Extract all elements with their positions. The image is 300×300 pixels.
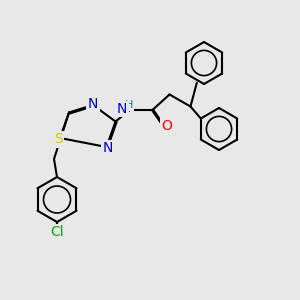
Text: N: N [103, 142, 113, 155]
Text: O: O [162, 119, 172, 133]
Text: S: S [54, 133, 63, 146]
Text: N: N [117, 102, 127, 116]
Text: H: H [125, 100, 133, 110]
Text: Cl: Cl [50, 226, 64, 239]
Text: N: N [88, 97, 98, 110]
